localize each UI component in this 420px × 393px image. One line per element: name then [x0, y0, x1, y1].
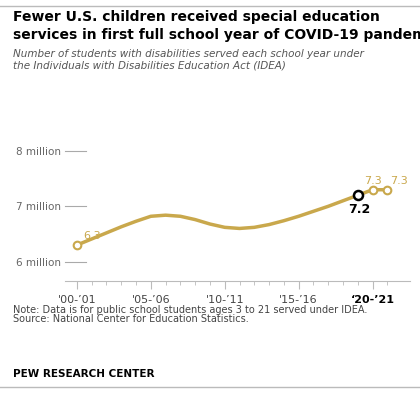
Text: Number of students with disabilities served each school year under: Number of students with disabilities ser… — [13, 49, 363, 59]
Text: Source: National Center for Education Statistics.: Source: National Center for Education St… — [13, 314, 248, 324]
Text: Note: Data is for public school students ages 3 to 21 served under IDEA.: Note: Data is for public school students… — [13, 305, 367, 314]
Text: 7.3: 7.3 — [364, 176, 381, 186]
Text: Fewer U.S. children received special education: Fewer U.S. children received special edu… — [13, 10, 380, 24]
Text: 6.3: 6.3 — [83, 231, 100, 241]
Text: services in first full school year of COVID-19 pandemic: services in first full school year of CO… — [13, 28, 420, 42]
Text: 7.3: 7.3 — [390, 176, 408, 186]
Text: PEW RESEARCH CENTER: PEW RESEARCH CENTER — [13, 369, 154, 379]
Text: 7.2: 7.2 — [348, 203, 370, 216]
Text: the Individuals with Disabilities Education Act (IDEA): the Individuals with Disabilities Educat… — [13, 61, 286, 71]
